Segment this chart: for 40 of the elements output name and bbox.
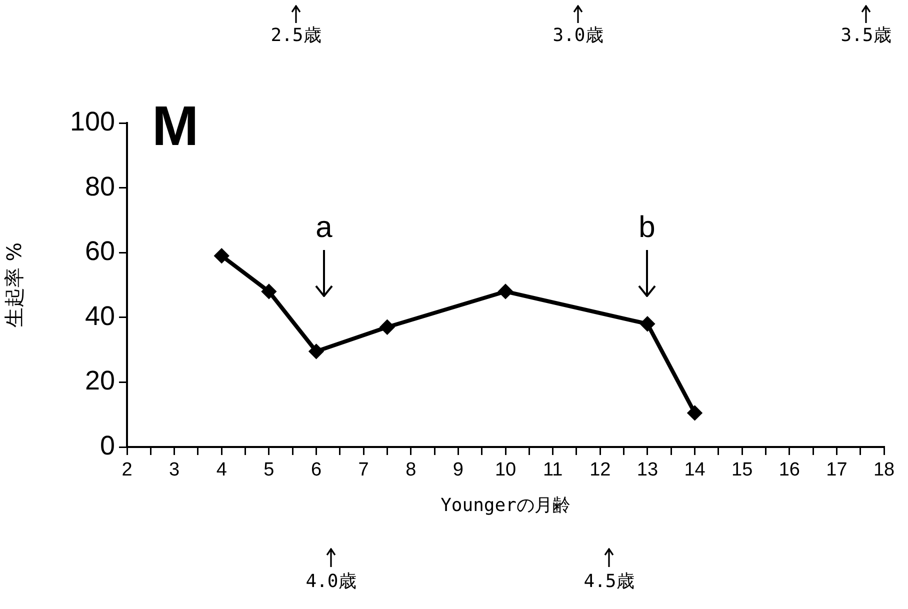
y-tick-label: 80 <box>84 171 115 202</box>
chart-title: M <box>152 94 199 157</box>
text: 4.5歳 <box>584 571 634 592</box>
y-tick-label: 0 <box>100 430 115 460</box>
annotation: a <box>316 211 332 244</box>
point <box>214 248 229 263</box>
x-tick-label: 4 <box>216 460 228 481</box>
x-tick-label: 12 <box>590 460 611 481</box>
x-tick-label: 5 <box>264 460 274 481</box>
x-tick-label: 13 <box>636 460 658 481</box>
x-tick-label: 7 <box>358 460 369 481</box>
x-tick-label: 15 <box>731 460 753 481</box>
text: 3.5歳 <box>840 25 892 46</box>
x-tick-label: 16 <box>778 460 800 481</box>
y-tick-label: 40 <box>84 300 115 331</box>
x-tick-label: 8 <box>406 460 416 481</box>
annotation: b <box>638 211 656 244</box>
text: 3.0歳 <box>552 25 604 46</box>
point <box>640 316 654 331</box>
x-tick-label: 10 <box>494 460 516 481</box>
x-axis-title: Youngerの月齢 <box>440 494 570 516</box>
x-tick-label: 6 <box>310 460 322 481</box>
x-tick-label: 9 <box>452 460 464 481</box>
x-tick-label: 2 <box>122 460 132 481</box>
y-tick-label: 20 <box>84 366 115 396</box>
text: 4.0歳 <box>306 571 356 592</box>
x-tick-label: 3 <box>169 460 180 481</box>
point <box>262 284 276 298</box>
x-tick-label: 14 <box>684 460 706 481</box>
point <box>688 406 702 420</box>
x-tick-label: 17 <box>826 460 848 481</box>
point <box>380 320 394 334</box>
point <box>498 284 512 298</box>
point <box>309 344 324 358</box>
x-tick-label: 18 <box>873 460 895 481</box>
x-tick-label: 11 <box>542 460 563 481</box>
text: 2.5歳 <box>270 25 322 46</box>
y-tick-label: 100 <box>70 106 115 136</box>
y-axis-title: 生起率 % <box>2 242 26 328</box>
y-tick-label: 60 <box>84 236 115 266</box>
